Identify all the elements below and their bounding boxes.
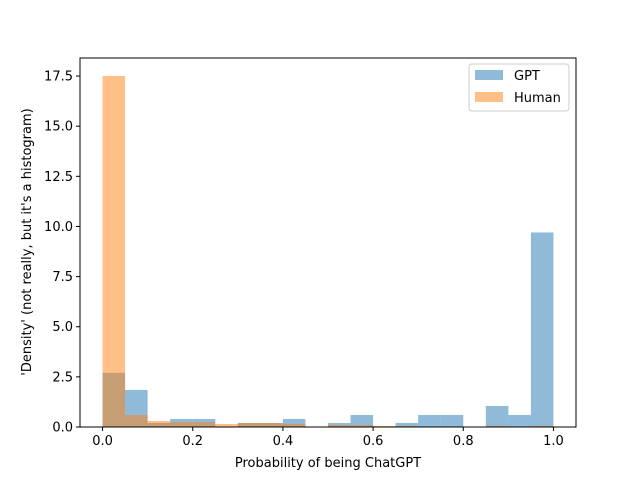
legend: GPT Human xyxy=(468,63,570,112)
bar-human-1 xyxy=(125,414,148,427)
bar-human-0 xyxy=(102,76,126,427)
bar-human-8 xyxy=(282,423,306,427)
bar-gpt-19 xyxy=(530,232,554,427)
y-tick-label: 17.5 xyxy=(44,70,73,85)
legend-swatch-human xyxy=(475,92,503,102)
bar-gpt-8 xyxy=(282,418,306,427)
bar-human-13 xyxy=(395,425,419,427)
bar-human-11 xyxy=(350,424,374,427)
y-tick-label: 10.0 xyxy=(44,220,73,235)
bar-human-10 xyxy=(328,424,351,427)
x-tick-label: 0.6 xyxy=(363,434,384,449)
bar-human-17 xyxy=(485,425,509,427)
x-axis: 0.0 0.2 0.4 0.6 0.8 1.0 xyxy=(92,427,564,449)
bars-layer xyxy=(102,76,554,427)
x-tick-label: 1.0 xyxy=(543,434,564,449)
bar-gpt-14 xyxy=(418,414,441,427)
x-tick-label: 0.8 xyxy=(453,434,474,449)
bar-human-19 xyxy=(530,425,554,427)
legend-swatch-gpt xyxy=(475,70,503,80)
x-tick-label: 0.0 xyxy=(92,434,113,449)
y-tick-label: 5.0 xyxy=(52,320,73,335)
y-tick-label: 15.0 xyxy=(44,120,73,135)
y-tick-label: 12.5 xyxy=(44,170,73,185)
y-tick-label: 2.5 xyxy=(52,370,73,385)
bar-human-12 xyxy=(373,425,396,427)
x-tick-label: 0.4 xyxy=(273,434,294,449)
bar-gpt-15 xyxy=(440,414,464,427)
y-tick-label: 7.5 xyxy=(52,270,73,285)
bar-gpt-18 xyxy=(508,414,531,427)
bar-human-5 xyxy=(215,423,238,427)
plot-frame xyxy=(79,57,577,428)
bar-human-6 xyxy=(237,422,261,427)
bar-human-4 xyxy=(192,421,216,427)
y-tick-label: 0.0 xyxy=(52,421,73,436)
x-tick-label: 0.2 xyxy=(182,434,203,449)
bar-gpt-13 xyxy=(395,422,419,427)
y-axis: 0.0 2.5 5.0 7.5 10.0 12.5 15.0 17.5 xyxy=(44,70,80,436)
legend-label-human: Human xyxy=(514,91,561,106)
x-axis-label: Probability of being ChatGPT xyxy=(235,456,421,471)
legend-label-gpt: GPT xyxy=(514,69,540,84)
bar-human-7 xyxy=(260,422,283,427)
bar-human-3 xyxy=(170,421,193,427)
bar-human-2 xyxy=(147,420,171,427)
y-axis-label: 'Density' (not really, but it's a histog… xyxy=(20,108,35,375)
bar-gpt-17 xyxy=(485,405,509,427)
bar-gpt-11 xyxy=(350,414,374,427)
